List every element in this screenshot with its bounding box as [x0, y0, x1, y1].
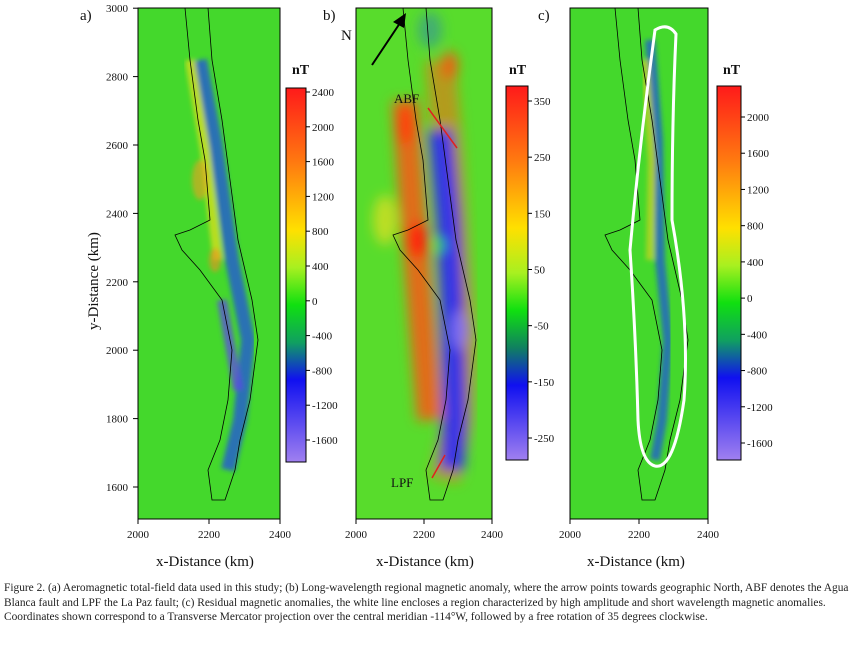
- colorbar-tick-label: -1200: [312, 400, 338, 412]
- colorbar-tick-label: 400: [747, 257, 764, 269]
- colorbar-a-unit: nT: [292, 63, 310, 78]
- x-axis-label-c: x-Distance (km): [587, 554, 685, 570]
- x-axis-label-b: x-Distance (km): [376, 554, 474, 570]
- colorbar-tick-label: 0: [312, 296, 318, 308]
- colorbar-tick-label: 1200: [312, 191, 335, 203]
- colorbar-tick-label: -250: [534, 433, 555, 445]
- colorbar-c-unit: nT: [723, 63, 741, 78]
- coastline-a: [174, 7, 259, 501]
- fault-line-lpf: [431, 454, 446, 479]
- colorbar-tick-label: -400: [747, 329, 768, 341]
- colorbar-tick-label: 800: [312, 226, 329, 238]
- x-tick-label: 2400: [697, 529, 720, 541]
- y-tick-label: 2400: [106, 208, 129, 220]
- colorbar-tick-label: 1600: [747, 148, 770, 160]
- colorbar-tick-label: 250: [534, 152, 551, 164]
- colorbar-tick-label: -50: [534, 321, 549, 333]
- colorbar-tick-label: 350: [534, 96, 551, 108]
- panel-c-label: c): [538, 8, 550, 24]
- colorbar-tick-label: 0: [747, 293, 753, 305]
- x-axis-label-a: x-Distance (km): [156, 554, 254, 570]
- panel-a-map: [138, 8, 280, 519]
- north-label: N: [341, 28, 352, 44]
- y-tick-label: 2600: [106, 140, 129, 152]
- fault-line-abf: [427, 107, 458, 149]
- x-tick-label: 2200: [198, 529, 221, 541]
- fault-label-abf: ABF: [394, 91, 419, 106]
- high-amplitude-enclosure: [628, 25, 687, 468]
- x-tick-label: 2200: [413, 529, 436, 541]
- y-tick-label: 2200: [106, 277, 129, 289]
- colorbar-a: [285, 87, 307, 463]
- y-tick-label: 1600: [106, 482, 129, 494]
- coastline-b: [392, 7, 477, 501]
- colorbar-tick-label: 1600: [312, 157, 335, 169]
- colorbar-tick-label: -800: [747, 366, 768, 378]
- colorbar-b: [505, 85, 529, 461]
- x-tick-label: 2000: [559, 529, 582, 541]
- colorbar-tick-label: -1600: [747, 438, 773, 450]
- colorbar-tick-label: 2400: [312, 87, 335, 99]
- y-tick-label: 2000: [106, 345, 129, 357]
- figure-caption: Figure 2. (a) Aeromagnetic total-field d…: [4, 582, 849, 624]
- colorbar-tick-label: 50: [534, 265, 546, 277]
- colorbar-tick-label: 800: [747, 221, 764, 233]
- x-tick-label: 2000: [345, 529, 368, 541]
- panel-b-label: b): [323, 8, 336, 24]
- colorbar-tick-label: -800: [312, 365, 333, 377]
- colorbar-tick-label: 1200: [747, 184, 770, 196]
- north-arrow: [371, 13, 406, 66]
- colorbar-tick-label: -1600: [312, 435, 338, 447]
- y-tick-label: 1800: [106, 414, 129, 426]
- y-tick-label: 3000: [106, 3, 129, 15]
- colorbar-tick-label: -150: [534, 377, 555, 389]
- colorbar-tick-label: 2000: [312, 122, 335, 134]
- panel-a-label: a): [80, 8, 92, 24]
- colorbar-tick-label: -1200: [747, 402, 773, 414]
- x-tick-label: 2400: [269, 529, 292, 541]
- x-tick-label: 2000: [127, 529, 150, 541]
- colorbar-tick-label: 150: [534, 208, 551, 220]
- x-tick-label: 2400: [481, 529, 504, 541]
- y-tick-label: 2800: [106, 72, 129, 84]
- colorbar-tick-label: -400: [312, 331, 333, 343]
- colorbar-tick-label: 2000: [747, 112, 770, 124]
- y-axis-label: y-Distance (km): [86, 232, 102, 330]
- fault-label-lpf: LPF: [391, 475, 413, 490]
- colorbar-tick-label: 400: [312, 261, 329, 273]
- x-tick-label: 2200: [628, 529, 651, 541]
- colorbar-c: [716, 85, 742, 461]
- panel-b-map: [356, 8, 492, 519]
- colorbar-b-unit: nT: [509, 63, 527, 78]
